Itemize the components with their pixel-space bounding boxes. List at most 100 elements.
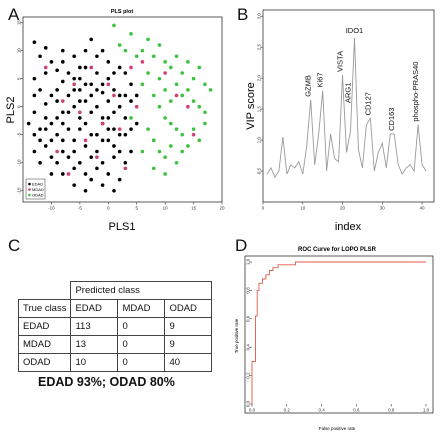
data-point-edad [43, 102, 48, 106]
data-point-edad [78, 76, 82, 81]
chart-d-ytick-label: 0.0 [245, 400, 250, 407]
data-point-mdad [83, 138, 88, 143]
data-point-edad [123, 132, 128, 137]
data-point-edad [55, 116, 59, 120]
data-point-edad [49, 155, 54, 159]
data-point-odad [134, 54, 139, 59]
data-point-edad [83, 82, 88, 87]
data-point-edad [43, 46, 48, 50]
data-point-odad [157, 43, 162, 47]
data-point-edad [61, 149, 65, 154]
data-point-odad [169, 65, 173, 70]
data-point-odad [157, 149, 162, 154]
data-point-edad [129, 149, 133, 154]
data-point-edad [83, 65, 88, 70]
chart-d-xtick-label: 0.4 [318, 408, 325, 413]
chart-a-xtick-label: 0 [107, 206, 110, 211]
chart-a-ytick-label: 15 [16, 20, 21, 26]
chart-d-xtick-label: 0.6 [353, 408, 360, 413]
row-label-odad: ODAD [17, 353, 72, 372]
data-point-edad [55, 160, 59, 165]
data-point-edad [89, 110, 94, 115]
chart-d-ytick-label: 0.2 [245, 372, 250, 379]
chart-a-ytick-label: -15 [16, 187, 21, 194]
data-point-edad [55, 68, 59, 73]
data-point-odad [163, 60, 167, 64]
chart-a-ytick-label: 5 [16, 77, 21, 80]
data-point-edad [43, 116, 48, 120]
data-point-mdad [61, 99, 65, 103]
data-point-mdad [117, 127, 122, 131]
table-row: ODAD 10 0 40 [17, 353, 213, 372]
data-point-odad [123, 48, 128, 53]
data-point-odad [191, 99, 196, 103]
data-point-odad [169, 99, 173, 103]
data-point-odad [174, 127, 179, 131]
chart-b-xtick-label: 0 [262, 206, 265, 211]
data-point-edad [61, 79, 65, 84]
chart-d-title: ROC Curve for LOPO PLSR [298, 247, 377, 253]
data-point-edad [106, 60, 111, 64]
data-point-edad [49, 172, 54, 176]
chart-d-ytick-label: 0.4 [245, 344, 250, 351]
data-point-edad [95, 71, 99, 75]
data-point-edad [72, 54, 76, 59]
data-point-odad [151, 54, 156, 59]
data-point-edad [117, 104, 122, 109]
data-point-edad [38, 160, 42, 165]
data-point-edad [129, 127, 133, 131]
data-point-edad [43, 71, 48, 75]
data-point-mdad [134, 104, 139, 109]
data-point-edad [32, 149, 37, 154]
chart-d-xtick-label: 0.0 [249, 408, 256, 413]
annotation-label: IDO1 [346, 26, 364, 35]
vip-score-line [266, 37, 427, 179]
data-point-edad [134, 121, 139, 126]
data-point-edad [95, 132, 99, 137]
chart-d-xtick-label: 0.8 [388, 408, 395, 413]
data-point-edad [112, 71, 116, 75]
data-point-edad [112, 88, 116, 92]
data-point-edad [117, 177, 122, 182]
data-point-odad [146, 37, 150, 42]
data-point-edad [43, 144, 48, 148]
chart-b-xtick-label: 30 [380, 206, 386, 211]
data-point-edad [117, 65, 122, 70]
data-point-edad [61, 48, 65, 53]
chart-a-plot-frame [22, 16, 223, 203]
data-point-edad [106, 116, 111, 120]
chart-d-xlabel: False positive rate [319, 426, 356, 431]
data-point-edad [49, 121, 54, 126]
data-point-edad [66, 93, 71, 98]
chart-b-ytick-label: 3.0 [256, 13, 261, 20]
data-point-edad [61, 138, 65, 143]
panel-label-d: D [235, 236, 248, 255]
chart-a-xtick-label: 20 [219, 206, 225, 211]
data-point-edad [100, 138, 105, 143]
data-point-edad [49, 60, 54, 64]
data-point-edad [123, 116, 128, 120]
data-point-edad [106, 127, 111, 131]
chart-d-ylabel: True positive rate [234, 318, 239, 353]
data-point-edad [72, 166, 76, 171]
data-point-edad [55, 132, 59, 137]
data-point-mdad [95, 155, 99, 159]
chart-a-title: PLS plot [111, 9, 133, 15]
data-point-mdad [174, 93, 179, 98]
data-point-edad [100, 183, 105, 187]
data-point-odad [180, 71, 184, 75]
panel-label-a: A [8, 5, 20, 24]
data-point-mdad [123, 166, 128, 171]
data-point-odad [191, 76, 196, 81]
data-point-mdad [100, 121, 105, 126]
chart-b-ytick-label: 1.0 [256, 136, 261, 143]
data-point-edad [89, 155, 94, 159]
data-point-mdad [129, 65, 133, 70]
data-point-edad [83, 172, 88, 176]
data-point-odad [197, 138, 202, 143]
data-point-edad [123, 71, 128, 75]
chart-b-plot-frame [262, 9, 435, 203]
annotation-label: CD163 [387, 108, 396, 131]
data-point-mdad [43, 65, 48, 70]
data-point-odad [151, 138, 156, 143]
